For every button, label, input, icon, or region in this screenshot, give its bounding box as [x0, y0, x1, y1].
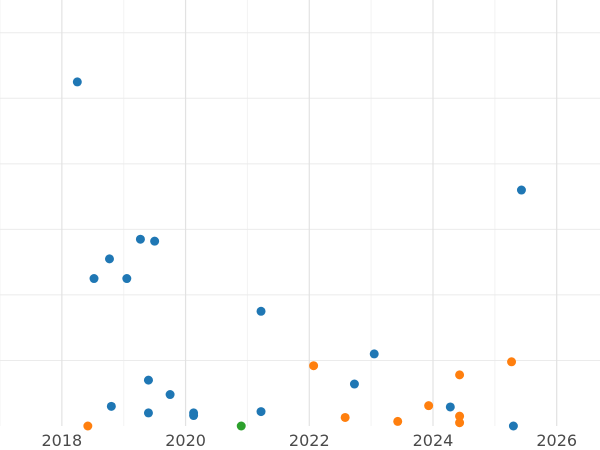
- data-point: [143, 408, 153, 418]
- data-point: [72, 77, 82, 87]
- grid-layer: [0, 0, 600, 426]
- x-tick-label: 2024: [413, 431, 454, 450]
- data-point: [256, 306, 266, 316]
- data-point: [340, 412, 350, 422]
- data-point: [89, 274, 99, 284]
- data-point: [104, 254, 114, 264]
- x-tick-label: 2026: [536, 431, 577, 450]
- data-point: [508, 421, 518, 431]
- data-point: [236, 421, 246, 431]
- data-points: [72, 77, 526, 431]
- data-point: [256, 407, 266, 417]
- data-point: [143, 375, 153, 385]
- data-point: [393, 416, 403, 426]
- data-point: [455, 411, 465, 421]
- data-point: [135, 234, 145, 244]
- data-point: [122, 274, 132, 284]
- x-tick-label: 2020: [165, 431, 206, 450]
- data-point: [349, 379, 359, 389]
- data-point: [445, 402, 455, 412]
- data-point: [150, 236, 160, 246]
- data-point: [106, 401, 116, 411]
- data-point: [165, 390, 175, 400]
- data-point: [189, 411, 199, 421]
- data-point: [455, 418, 465, 428]
- x-tick-label: 2022: [289, 431, 330, 450]
- data-point: [309, 361, 319, 371]
- x-tick-label: 2018: [41, 431, 82, 450]
- x-axis-ticks: 2018 2020 2022 2024 2026: [41, 431, 577, 450]
- data-point: [516, 185, 526, 195]
- data-point: [507, 357, 517, 367]
- data-point: [455, 370, 465, 380]
- data-point: [424, 401, 434, 411]
- data-point: [369, 349, 379, 359]
- data-point: [83, 421, 93, 431]
